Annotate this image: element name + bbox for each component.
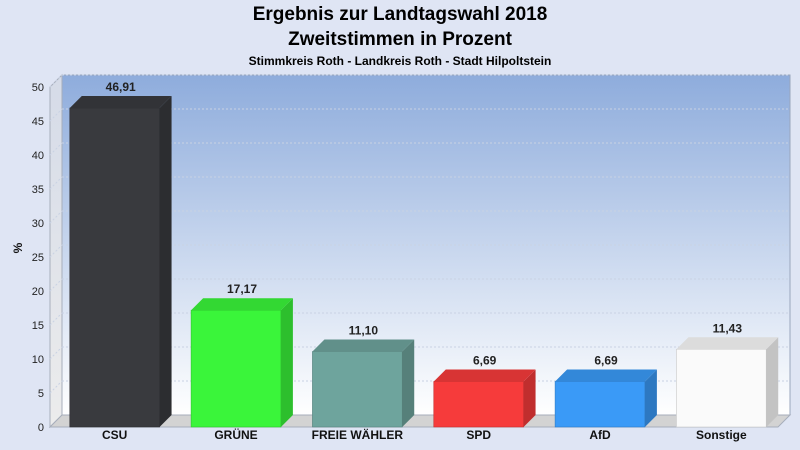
x-tick-label: GRÜNE — [214, 427, 257, 442]
data-label: 6,69 — [473, 354, 497, 368]
gridline-wall — [49, 142, 63, 156]
data-label: 6,69 — [594, 354, 618, 368]
bar — [69, 107, 160, 428]
y-tick-label: 30 — [32, 218, 44, 230]
data-label: 46,91 — [106, 80, 136, 94]
bar — [190, 309, 282, 428]
x-tick-label: CSU — [102, 428, 127, 442]
gridline-wall — [49, 74, 63, 88]
bar-top — [191, 298, 293, 311]
x-tick-label: FREIE WÄHLER — [312, 427, 404, 442]
bar-top — [676, 337, 779, 350]
gridline-wall — [49, 380, 63, 394]
gridline-wall — [49, 278, 63, 292]
bar-side — [402, 339, 415, 427]
y-tick-label: 5 — [38, 388, 44, 400]
bar — [433, 381, 524, 428]
y-tick-label: 45 — [32, 116, 44, 128]
x-tick-label: AfD — [589, 428, 611, 442]
chart-subtitle: Zweitstimmen in Prozent — [288, 29, 512, 50]
y-tick-label: 50 — [32, 82, 44, 94]
y-tick-label: 20 — [32, 286, 44, 298]
data-label: 17,17 — [227, 282, 257, 296]
bar-top — [69, 96, 172, 109]
bar-top — [312, 339, 415, 352]
chart-region-subtitle: Stimmkreis Roth - Landkreis Roth - Stadt… — [248, 54, 552, 68]
gridline-wall — [49, 346, 63, 360]
gridline-wall — [49, 108, 63, 122]
bar-side — [523, 369, 536, 427]
bar — [676, 348, 767, 428]
gridline-wall — [49, 210, 63, 224]
y-tick-label: 15 — [32, 320, 44, 332]
bar-side — [280, 298, 293, 427]
y-axis-label: % — [11, 242, 25, 253]
y-tick-label: 25 — [32, 252, 44, 264]
x-tick-label: SPD — [466, 428, 491, 442]
bar — [312, 351, 403, 428]
bar-side — [159, 96, 172, 428]
y-tick-label: 10 — [32, 354, 44, 366]
bar-top — [555, 369, 657, 382]
gridline-wall — [49, 312, 63, 326]
bar-side — [766, 337, 779, 427]
x-tick-label: Sonstige — [696, 428, 747, 442]
y-tick-label: 35 — [32, 184, 44, 196]
gridline-wall — [49, 244, 63, 258]
bar — [554, 381, 646, 428]
bar-side — [644, 369, 657, 427]
bar-top — [433, 369, 536, 382]
y-tick-label: 40 — [32, 150, 44, 162]
y-tick-label: 0 — [38, 422, 44, 434]
gridline-wall — [49, 176, 63, 190]
data-label: 11,43 — [713, 321, 743, 335]
chart-title: Ergebnis zur Landtagswahl 2018 — [252, 4, 548, 25]
data-label: 11,10 — [349, 324, 379, 338]
